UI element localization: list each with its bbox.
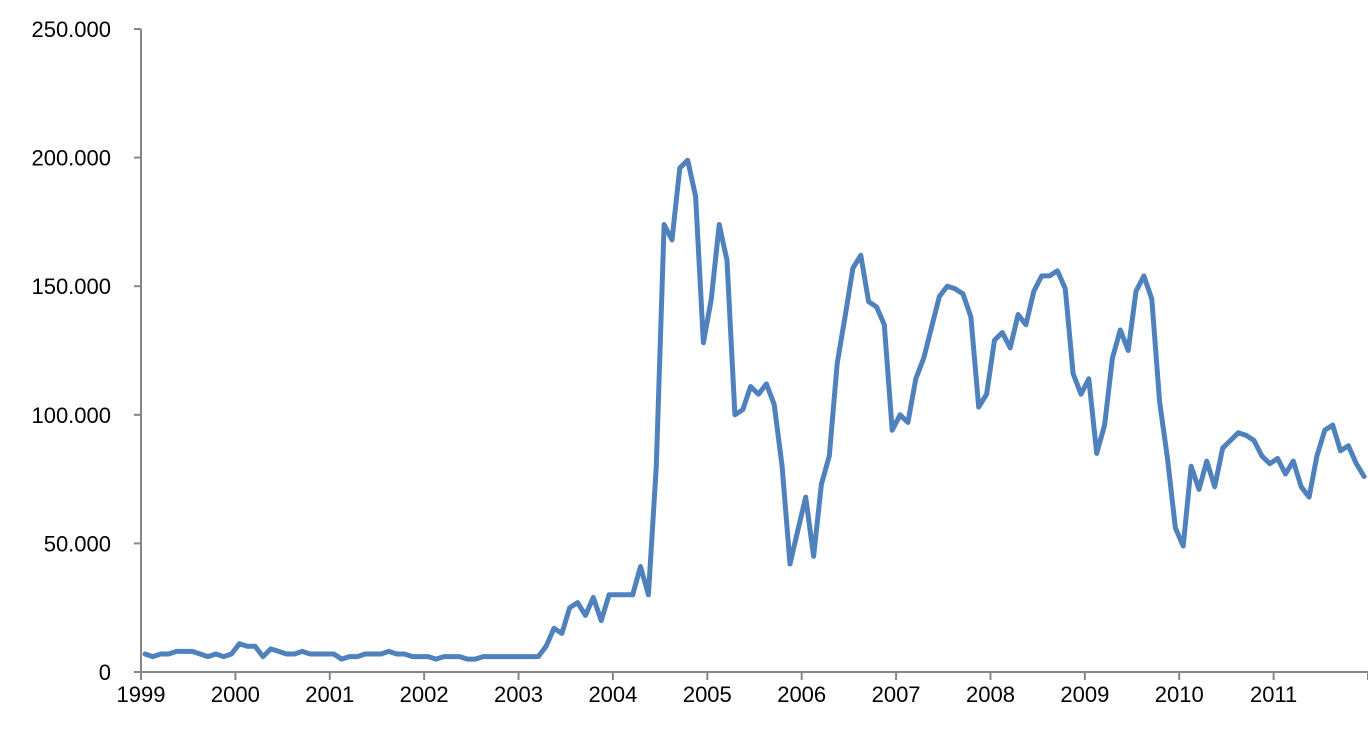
x-tick-label: 2001 — [305, 682, 354, 707]
y-tick-label: 200.000 — [31, 146, 111, 171]
x-tick-label: 2008 — [966, 682, 1015, 707]
x-tick-label: 2002 — [400, 682, 449, 707]
x-tick-label: 2005 — [683, 682, 732, 707]
x-tick-label: 2003 — [494, 682, 543, 707]
y-tick-label: 250.000 — [31, 17, 111, 42]
series-line — [142, 157, 1367, 662]
y-tick-label: 150.000 — [31, 274, 111, 299]
x-tick-label: 2000 — [211, 682, 260, 707]
x-tick-label: 2009 — [1060, 682, 1109, 707]
y-tick-label: 0 — [99, 660, 111, 685]
y-tick-label: 50.000 — [44, 531, 111, 556]
x-tick-label: 2010 — [1155, 682, 1204, 707]
x-axis-ticks: 1999 2000 2001 2002 2003 2004 2005 2006 2007 2008… — [117, 672, 1368, 707]
y-tick-label: 100.000 — [31, 403, 111, 428]
x-tick-label: 1999 — [117, 682, 166, 707]
x-tick-label: 2007 — [872, 682, 921, 707]
y-axis-ticks: 0 50.000 100.000 150.000 200.000 250.000 — [31, 17, 141, 685]
x-tick-label: 2004 — [588, 682, 637, 707]
x-tick-label: 2011 — [1250, 682, 1297, 707]
x-tick-label: 2006 — [777, 682, 826, 707]
